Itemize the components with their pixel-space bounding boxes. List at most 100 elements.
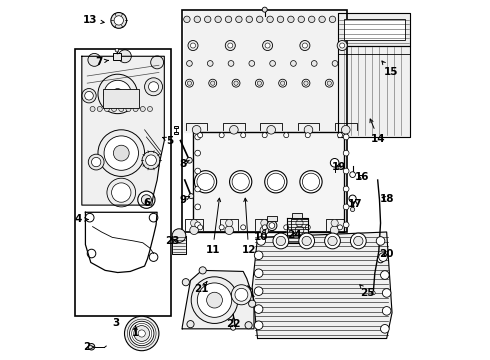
Circle shape [236,16,242,23]
Circle shape [300,41,310,50]
Circle shape [90,107,95,112]
Circle shape [249,60,255,66]
Circle shape [82,89,96,103]
Circle shape [191,43,196,48]
Circle shape [267,126,275,134]
Circle shape [207,292,222,308]
Circle shape [188,41,198,50]
Polygon shape [82,56,164,205]
Circle shape [138,191,155,208]
Circle shape [280,81,285,85]
FancyBboxPatch shape [174,132,178,134]
Circle shape [343,204,349,210]
Circle shape [371,291,375,295]
Text: 11: 11 [205,198,221,255]
Circle shape [187,60,192,66]
Text: 25: 25 [360,285,375,298]
Circle shape [104,136,139,170]
Polygon shape [252,232,392,338]
Circle shape [107,178,136,207]
Circle shape [311,60,317,66]
Circle shape [231,285,251,305]
Circle shape [319,16,325,23]
Circle shape [147,107,152,112]
Circle shape [133,107,138,112]
Circle shape [124,316,159,351]
Circle shape [248,300,256,307]
Bar [74,49,172,316]
Circle shape [187,81,192,85]
Circle shape [197,225,203,230]
Text: 8: 8 [179,159,189,169]
Text: 2: 2 [83,342,94,352]
Circle shape [354,236,363,246]
Text: 18: 18 [379,194,394,204]
Circle shape [262,133,267,138]
FancyBboxPatch shape [267,216,276,221]
Text: 12: 12 [242,198,256,255]
Circle shape [126,107,131,112]
Bar [193,132,343,232]
Circle shape [254,251,263,260]
Text: 19: 19 [332,162,346,172]
Circle shape [260,226,269,234]
Circle shape [377,256,384,263]
FancyBboxPatch shape [293,213,302,218]
Text: 17: 17 [348,199,363,210]
Circle shape [191,277,238,323]
Circle shape [225,226,234,234]
Circle shape [192,126,201,134]
Circle shape [241,225,245,230]
Circle shape [225,41,235,50]
Circle shape [284,225,289,230]
Circle shape [381,271,389,279]
Text: 1: 1 [132,326,139,338]
Circle shape [267,221,277,230]
Circle shape [254,269,263,278]
Circle shape [189,194,194,199]
Text: 20: 20 [379,248,394,258]
Circle shape [204,16,211,23]
Circle shape [350,233,366,249]
Text: 13: 13 [83,15,104,26]
Circle shape [195,134,200,140]
Ellipse shape [232,173,249,190]
Circle shape [172,229,186,242]
Circle shape [138,330,146,337]
Circle shape [88,154,104,170]
Circle shape [141,195,151,205]
Circle shape [88,53,101,66]
Circle shape [195,168,200,174]
Circle shape [254,287,263,296]
Text: 16: 16 [355,172,369,182]
Circle shape [343,186,349,192]
Circle shape [219,225,224,230]
Circle shape [325,79,333,87]
Circle shape [379,253,388,261]
Circle shape [104,107,109,112]
Polygon shape [184,12,345,132]
Circle shape [263,41,272,50]
Circle shape [342,126,350,134]
Circle shape [382,289,391,297]
Circle shape [350,172,355,177]
Circle shape [305,133,310,138]
Circle shape [182,279,190,286]
Circle shape [195,204,200,210]
Circle shape [225,16,232,23]
Circle shape [343,150,349,156]
Circle shape [349,195,356,202]
Ellipse shape [230,171,252,193]
Circle shape [328,236,337,246]
Circle shape [343,134,349,140]
Circle shape [234,81,238,85]
Circle shape [113,145,129,161]
Text: 6: 6 [144,198,151,208]
Circle shape [98,130,145,176]
Polygon shape [195,134,342,230]
Circle shape [309,16,315,23]
Text: 10: 10 [254,229,269,242]
Text: 24: 24 [287,230,302,239]
Circle shape [269,223,275,228]
Circle shape [302,236,311,246]
